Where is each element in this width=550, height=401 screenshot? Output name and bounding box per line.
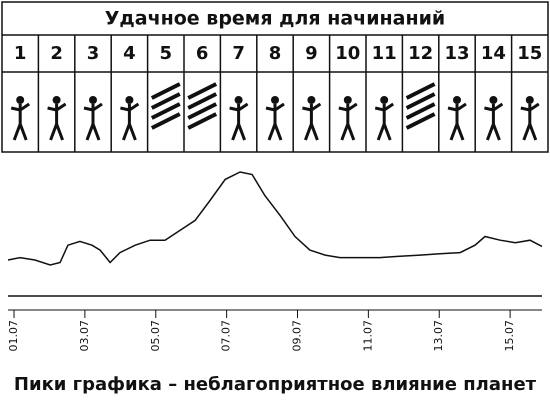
day-number: 11 (372, 43, 397, 64)
day-number: 7 (232, 43, 245, 64)
day-number: 5 (160, 43, 173, 64)
figure-icon (520, 102, 540, 141)
figure-icon (16, 96, 25, 104)
table-title: Удачное время для начинаний (105, 8, 445, 30)
day-number: 12 (408, 43, 433, 64)
figure-icon (489, 96, 498, 104)
figure-icon (525, 96, 534, 104)
table-frame (1, 1, 549, 153)
stripe-icon (187, 92, 218, 110)
figure-icon (89, 96, 97, 104)
figure-icon (271, 96, 279, 104)
figure-icon (380, 96, 389, 104)
day-number: 14 (481, 43, 506, 64)
figure-icon (234, 96, 243, 104)
stripe-icon (187, 102, 218, 120)
x-tick-label: 15.07 (503, 320, 516, 352)
figure-icon (120, 102, 140, 141)
caption: Пики графика – неблагоприятное влияние п… (14, 374, 537, 395)
stripe-icon (405, 92, 436, 110)
day-number: 15 (517, 43, 542, 64)
figure-icon (484, 102, 504, 141)
stripe-icon (187, 82, 218, 100)
stripe-icon (150, 92, 181, 110)
x-tick-label: 05.07 (149, 320, 162, 352)
stripe-icon (405, 82, 436, 100)
figure-icon (10, 102, 31, 141)
figure-icon (374, 102, 395, 141)
stripe-icon (150, 112, 181, 130)
stripe-icon (405, 112, 436, 130)
day-number: 9 (305, 43, 318, 64)
stripe-icon (150, 102, 181, 120)
x-tick-label: 07.07 (220, 320, 233, 352)
figure-icon (343, 96, 352, 104)
figure-icon (265, 102, 285, 141)
figure-icon (453, 96, 461, 104)
x-tick-label: 03.07 (78, 320, 91, 352)
figure-icon (47, 102, 67, 141)
day-number: 6 (196, 43, 209, 64)
day-number: 1 (14, 43, 27, 64)
figure-icon (125, 96, 134, 104)
figure-icon (302, 102, 322, 141)
day-number: 2 (50, 43, 63, 64)
day-number: 10 (335, 43, 360, 64)
figure-icon (229, 102, 249, 141)
stripe-icon (405, 102, 436, 120)
figure-icon (447, 102, 467, 141)
x-tick-label: 09.07 (291, 320, 304, 352)
stripe-icon (187, 112, 218, 130)
figure-icon (83, 102, 103, 141)
stripe-icon (150, 82, 181, 100)
day-number: 8 (269, 43, 282, 64)
figure-icon (338, 102, 358, 141)
day-number: 13 (444, 43, 469, 64)
day-number: 3 (87, 43, 100, 64)
x-tick-label: 01.07 (7, 320, 20, 352)
line (7, 171, 543, 266)
x-tick-label: 13.07 (432, 320, 445, 352)
figure-icon (307, 96, 316, 104)
day-number: 4 (123, 43, 136, 64)
figure-icon (52, 96, 61, 104)
x-tick-label: 11.07 (361, 320, 374, 352)
